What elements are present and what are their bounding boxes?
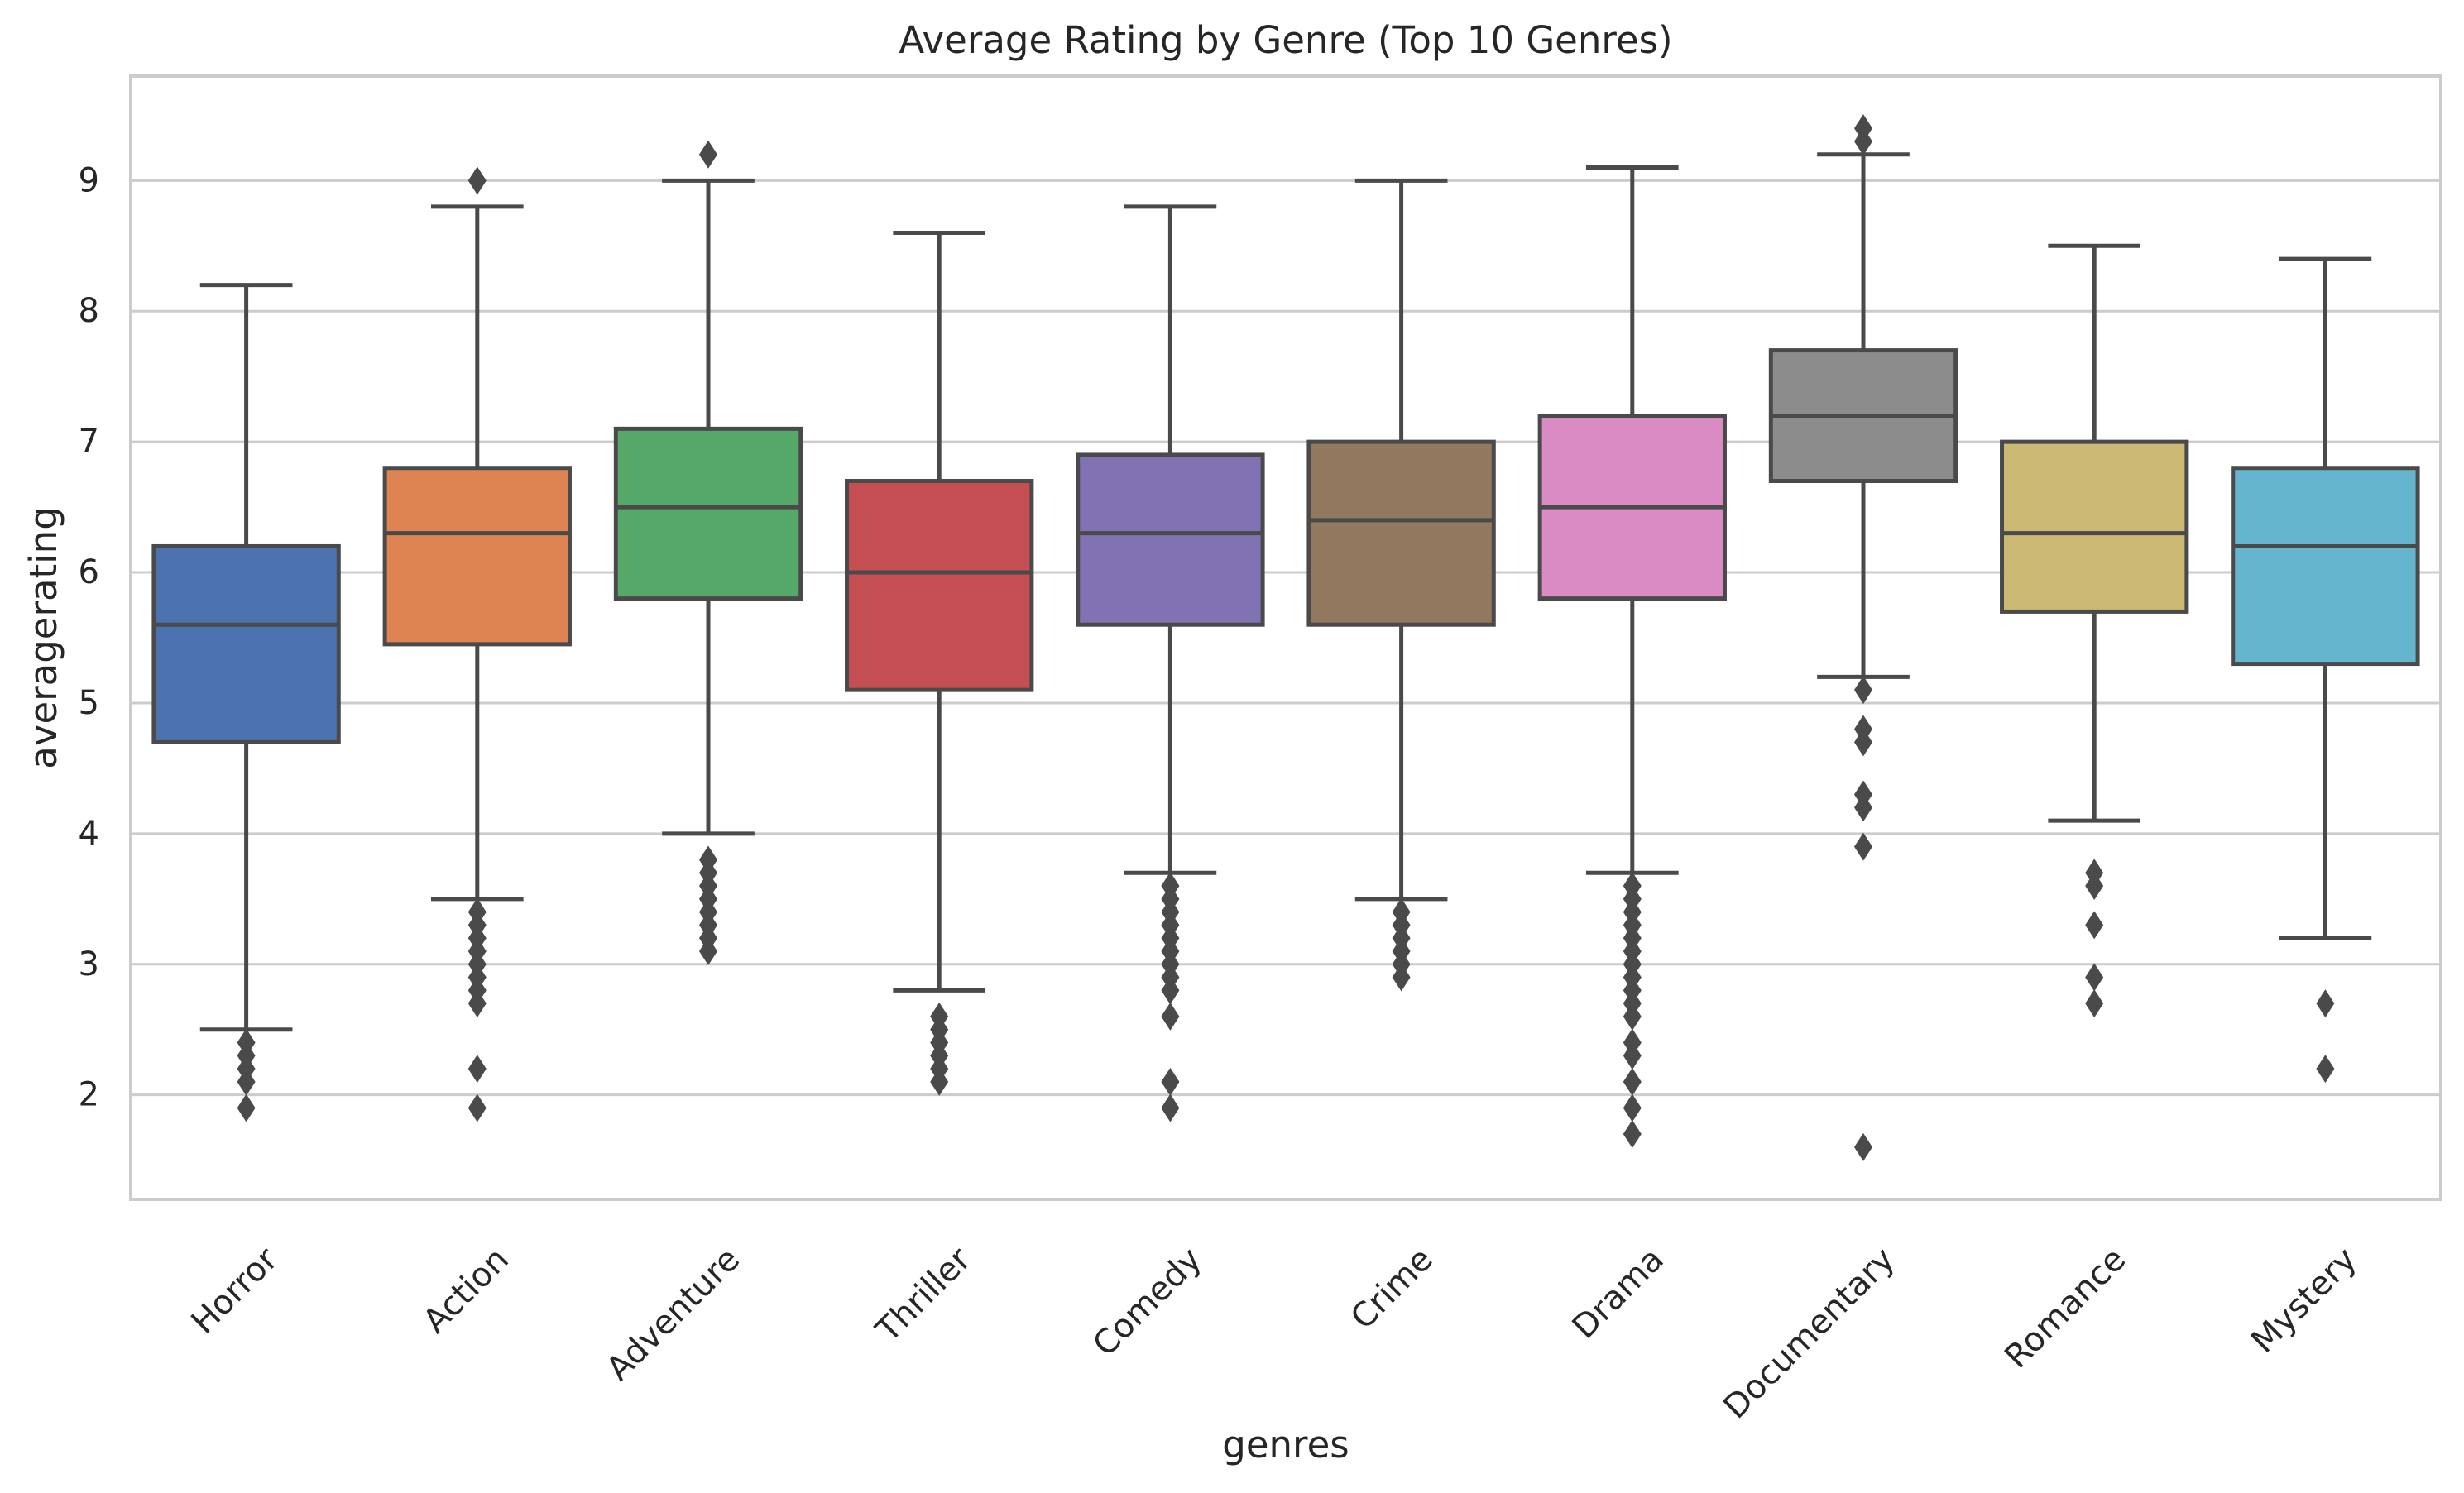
outlier-point bbox=[1623, 1067, 1642, 1096]
y-tick-label: 4 bbox=[79, 815, 99, 853]
y-tick-label: 2 bbox=[79, 1076, 99, 1114]
iqr-box bbox=[613, 426, 803, 601]
iqr-box bbox=[1306, 439, 1496, 627]
iqr-box bbox=[845, 479, 1034, 692]
box-group bbox=[151, 283, 341, 1122]
outlier-point bbox=[1854, 676, 1872, 705]
box-group bbox=[2000, 243, 2189, 1018]
outlier-point bbox=[1161, 1002, 1180, 1031]
outlier-point bbox=[1854, 793, 1872, 822]
y-tick-label: 5 bbox=[79, 684, 99, 722]
outlier-point bbox=[467, 1055, 487, 1084]
box-group bbox=[382, 166, 572, 1122]
outlier-point bbox=[2316, 989, 2335, 1018]
outlier-point bbox=[1161, 1067, 1180, 1096]
outlier-point bbox=[2085, 963, 2104, 992]
y-axis-title: averagerating bbox=[22, 506, 65, 769]
box-group bbox=[1537, 165, 1727, 1149]
outlier-point bbox=[1854, 1132, 1872, 1161]
outlier-point bbox=[2316, 1055, 2335, 1084]
outlier-point bbox=[1161, 1093, 1180, 1122]
plot-area-frame bbox=[129, 74, 2442, 1201]
outlier-point bbox=[467, 989, 487, 1018]
box-group bbox=[845, 230, 1034, 1096]
y-tick-label: 7 bbox=[79, 423, 99, 461]
outlier-point bbox=[699, 936, 717, 965]
outlier-point bbox=[930, 1067, 949, 1096]
y-tick-label: 6 bbox=[79, 553, 99, 591]
boxes-layer bbox=[151, 114, 2420, 1161]
box-group bbox=[1306, 178, 1496, 992]
iqr-box bbox=[2000, 439, 2189, 614]
outlier-point bbox=[2085, 911, 2104, 940]
y-tick-label: 8 bbox=[79, 292, 99, 330]
y-tick-label: 3 bbox=[79, 945, 99, 983]
outlier-point bbox=[1392, 963, 1411, 992]
outlier-point bbox=[1623, 1120, 1642, 1149]
box-group bbox=[1076, 204, 1265, 1122]
outlier-point bbox=[237, 1093, 256, 1122]
outlier-point bbox=[1161, 976, 1180, 1005]
outlier-point bbox=[1854, 127, 1872, 156]
outlier-point bbox=[1623, 1093, 1642, 1122]
outlier-point bbox=[237, 1067, 256, 1096]
outlier-point bbox=[1854, 728, 1872, 757]
iqr-box bbox=[382, 466, 572, 647]
outlier-point bbox=[699, 140, 717, 169]
outlier-point bbox=[1854, 832, 1872, 861]
iqr-box bbox=[2231, 466, 2420, 667]
x-axis-title: genres bbox=[1222, 1423, 1349, 1467]
y-tick-label: 9 bbox=[79, 161, 99, 199]
outlier-point bbox=[467, 1093, 487, 1122]
iqr-box bbox=[151, 543, 341, 744]
chart-title: Average Rating by Genre (Top 10 Genres) bbox=[899, 18, 1672, 62]
outlier-point bbox=[2085, 989, 2104, 1018]
outlier-point bbox=[2085, 872, 2104, 901]
outlier-point bbox=[467, 166, 487, 195]
box-group bbox=[1768, 114, 1958, 1161]
box-group bbox=[613, 140, 803, 965]
outlier-point bbox=[1623, 1041, 1642, 1070]
iqr-box bbox=[1076, 452, 1265, 627]
y-tick-labels: 2 3 4 5 6 7 8 9 bbox=[79, 161, 99, 1113]
box-group bbox=[2231, 256, 2420, 1084]
outlier-point bbox=[1623, 1002, 1642, 1031]
gridlines bbox=[131, 179, 2441, 1097]
